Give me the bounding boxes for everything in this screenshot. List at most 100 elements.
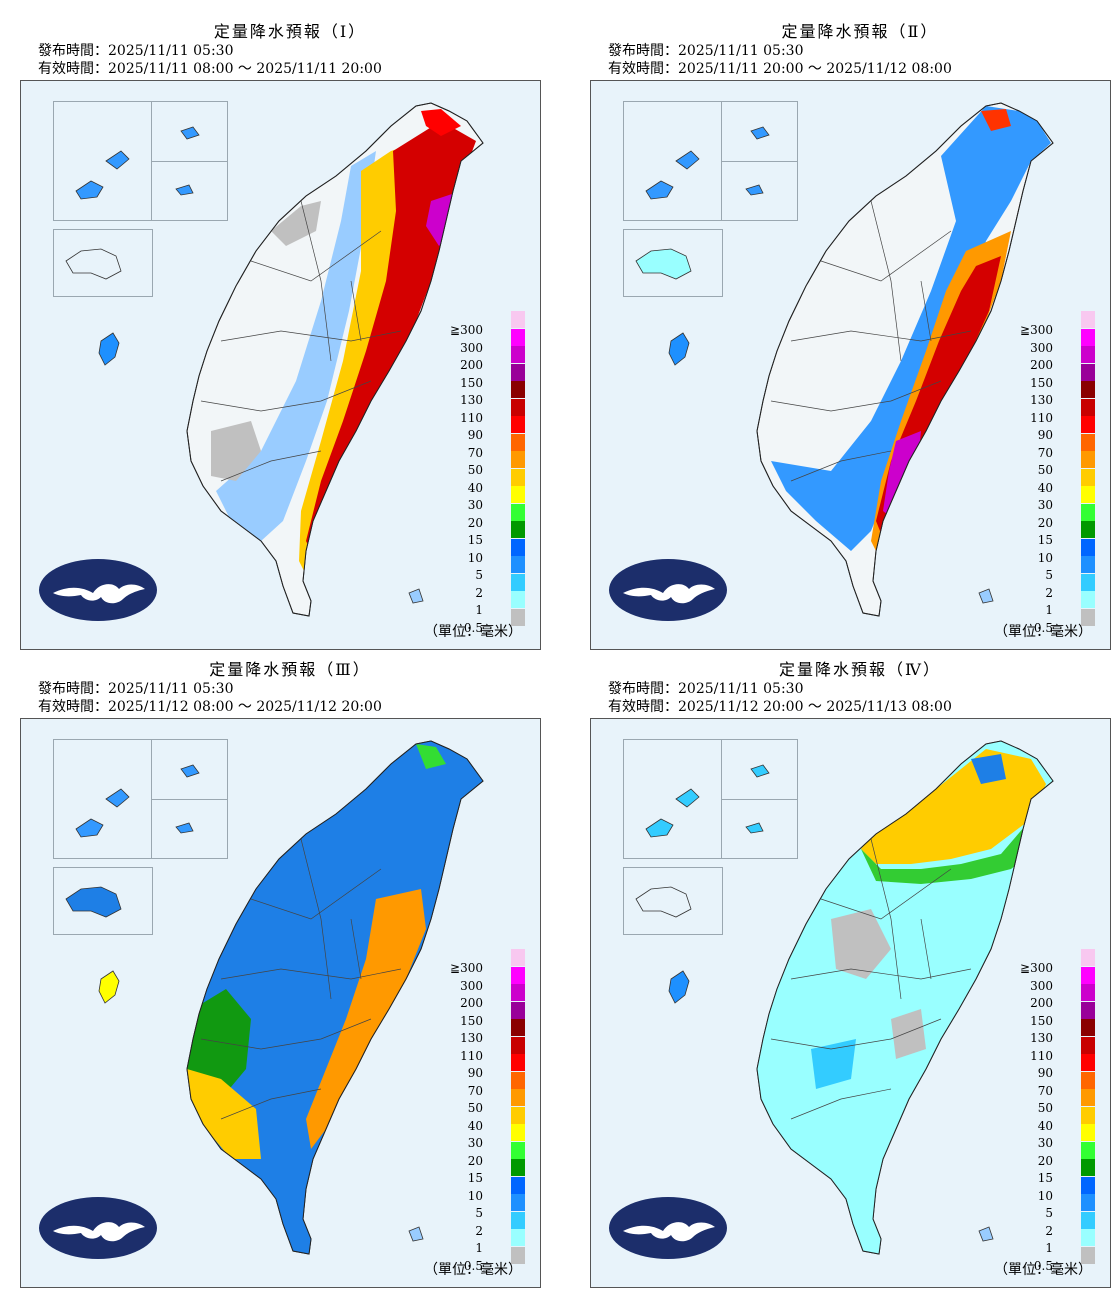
legend-label: 50 [467, 1101, 483, 1115]
county-boundary [220, 1088, 322, 1120]
map-frame: ≧300 300 200 150 130 110 90 70 50 40 30 20 15 10 5 2 1 0.… [20, 80, 541, 650]
legend-swatch [511, 433, 525, 451]
offshore-island [105, 788, 130, 808]
legend-label: 150 [460, 1013, 483, 1028]
legend-label: ≧300 [450, 961, 483, 975]
legend-label: 110 [1030, 1048, 1053, 1063]
legend-label: ≧300 [450, 323, 483, 337]
legend-swatch [511, 328, 525, 346]
legend-label: 130 [460, 1031, 483, 1045]
legend-label: 90 [467, 1066, 483, 1080]
panel-title: 定量降水預報（Ⅳ） [779, 660, 941, 679]
legend-swatch [1081, 1001, 1095, 1019]
rainfall-map [65, 740, 484, 1255]
county-boundary [920, 280, 932, 342]
rainfall-zone [416, 744, 446, 769]
offshore-island [175, 822, 194, 834]
unit-label: （單位：毫米） [424, 1262, 522, 1278]
legend-label: 200 [1030, 996, 1053, 1010]
rainfall-zone [187, 989, 251, 1099]
legend-swatch [511, 1071, 525, 1089]
legend-swatch [1081, 1019, 1095, 1036]
legend-label: 30 [1037, 1136, 1053, 1150]
cwa-logo [39, 1197, 157, 1259]
rainfall-zone [271, 201, 321, 246]
legend-swatch [511, 468, 525, 486]
legend-label: 1 [1045, 603, 1053, 617]
legend-label: 70 [1037, 445, 1053, 460]
offshore-island [635, 886, 692, 918]
valid-time: 有效時間：2025/11/11 20:00 ～ 2025/11/12 08:00 [608, 61, 952, 77]
legend-label: 40 [467, 1118, 483, 1133]
legend-swatch [1081, 311, 1095, 328]
legend-swatch [511, 1246, 525, 1264]
legend-label: 1 [475, 1241, 483, 1255]
rainfall-zone [199, 166, 366, 471]
offshore-island [645, 180, 674, 200]
legend-swatch [1081, 1194, 1095, 1211]
legend-label: 15 [467, 1171, 483, 1185]
legend-swatch [1081, 538, 1095, 556]
legend-label: 2 [1045, 1223, 1053, 1238]
issue-time: 發布時間：2025/11/11 05:30 [38, 681, 234, 697]
lanyu-island [408, 588, 424, 604]
legend-label: 1 [475, 603, 483, 617]
valid-time: 有效時間：2025/11/12 20:00 ～ 2025/11/13 08:00 [608, 699, 952, 715]
legend-swatch [511, 1089, 525, 1106]
legend-label: 70 [1037, 1083, 1053, 1098]
legend-swatch [1081, 949, 1095, 966]
legend-swatch [1081, 433, 1095, 451]
legend-label: 30 [467, 498, 483, 512]
cwa-logo [609, 1197, 727, 1259]
legend-label: 20 [467, 515, 483, 530]
legend-swatch [511, 1124, 525, 1141]
legend-swatch [1081, 1106, 1095, 1124]
legend-swatch [511, 451, 525, 468]
legend-label: 90 [1037, 1066, 1053, 1080]
legend-swatch [511, 363, 525, 381]
legend-label: 40 [467, 480, 483, 495]
county-boundary [820, 230, 952, 282]
county-boundary [250, 868, 382, 920]
rainfall-zone [187, 1069, 261, 1159]
offshore-island [750, 764, 770, 778]
legend-swatch [1081, 451, 1095, 468]
offshore-island [745, 822, 764, 834]
county-boundary [200, 1018, 372, 1050]
rainfall-zone [971, 754, 1006, 784]
rainfall-zone [861, 819, 1036, 884]
county-boundary [220, 450, 322, 482]
county-boundary [790, 450, 892, 482]
valid-time: 有效時間：2025/11/12 08:00 ～ 2025/11/12 20:00 [38, 699, 382, 715]
unit-label: （單位：毫米） [424, 624, 522, 640]
county-boundary [790, 330, 972, 342]
legend-swatch [511, 398, 525, 416]
legend-swatch [1081, 1054, 1095, 1071]
panel-title: 定量降水預報（Ⅱ） [781, 22, 939, 41]
legend-swatch [511, 1176, 525, 1194]
legend-label: 70 [467, 1083, 483, 1098]
penghu-islands [98, 970, 120, 1004]
offshore-island [105, 150, 130, 170]
offshore-island [675, 788, 700, 808]
legend-label: ≧300 [1020, 961, 1053, 975]
rainfall-zone [811, 1039, 856, 1089]
penghu-islands [98, 332, 120, 366]
offshore-island [65, 886, 122, 918]
panel-title: 定量降水預報（Ⅲ） [209, 660, 371, 679]
legend-label: 0.5 [1033, 620, 1053, 635]
legend-swatch [511, 1159, 525, 1176]
offshore-island [75, 180, 104, 200]
legend-swatch [511, 1019, 525, 1036]
legend-label: 200 [460, 996, 483, 1010]
legend-label: 300 [460, 340, 483, 355]
unit-label: （單位：毫米） [994, 1262, 1092, 1278]
county-boundary [350, 280, 362, 342]
legend-label: 0.5 [463, 1258, 483, 1273]
county-boundary [250, 230, 382, 282]
panel-title: 定量降水預報（Ⅰ） [213, 22, 367, 41]
legend-label: 5 [475, 568, 483, 582]
county-boundary [350, 918, 362, 980]
rainfall-zone [981, 109, 1011, 131]
legend-swatch [1081, 1176, 1095, 1194]
